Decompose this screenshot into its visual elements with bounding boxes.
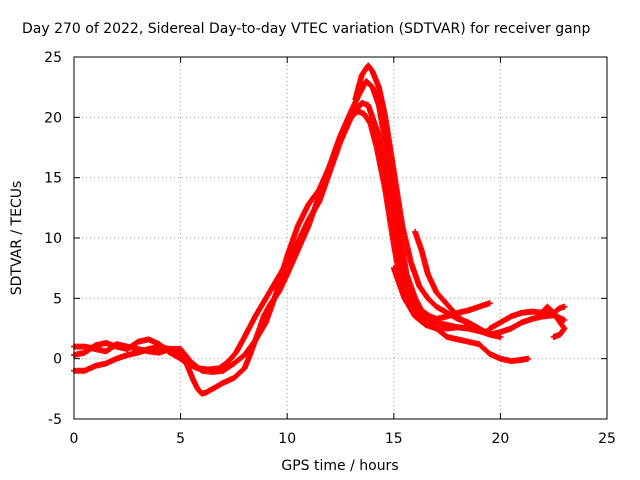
chart-title: Day 270 of 2022, Sidereal Day-to-day VTE… — [22, 21, 591, 37]
y-axis-ticks: -5 0 5 10 15 20 25 — [44, 50, 607, 428]
y-tick-label: 0 — [53, 352, 62, 368]
series-sat-track-D — [352, 62, 504, 340]
data-point-marker — [561, 317, 568, 324]
data-point-marker — [525, 355, 532, 362]
x-tick-label: 5 — [176, 431, 185, 447]
x-tick-label: 15 — [385, 431, 403, 447]
series-sat-track-B — [71, 78, 493, 375]
y-axis-label: SDTVAR / TECUs — [9, 181, 25, 296]
y-tick-label: -5 — [48, 412, 62, 428]
data-points — [71, 62, 568, 397]
x-tick-label: 10 — [278, 431, 296, 447]
y-tick-label: 10 — [44, 231, 62, 247]
x-tick-label: 0 — [70, 431, 79, 447]
y-tick-label: 5 — [53, 291, 62, 307]
series-sat-track-F — [390, 265, 568, 338]
y-tick-label: 25 — [44, 50, 62, 66]
x-tick-label: 25 — [598, 431, 616, 447]
grid-lines — [74, 57, 607, 419]
x-tick-label: 20 — [491, 431, 509, 447]
x-axis-ticks: 0 5 10 15 20 25 — [70, 57, 616, 447]
data-point-marker — [550, 333, 557, 340]
series-sat-track-E — [412, 228, 483, 334]
series-sat-track-A — [71, 108, 493, 397]
y-tick-label: 15 — [44, 171, 62, 187]
x-axis-label: GPS time / hours — [281, 458, 398, 474]
plot-frame — [73, 56, 608, 420]
series-sat-track-C — [71, 99, 532, 373]
series-sat-track-H — [535, 303, 568, 340]
data-point-marker — [561, 303, 568, 310]
y-tick-label: 20 — [44, 110, 62, 126]
data-point-marker — [486, 300, 493, 307]
